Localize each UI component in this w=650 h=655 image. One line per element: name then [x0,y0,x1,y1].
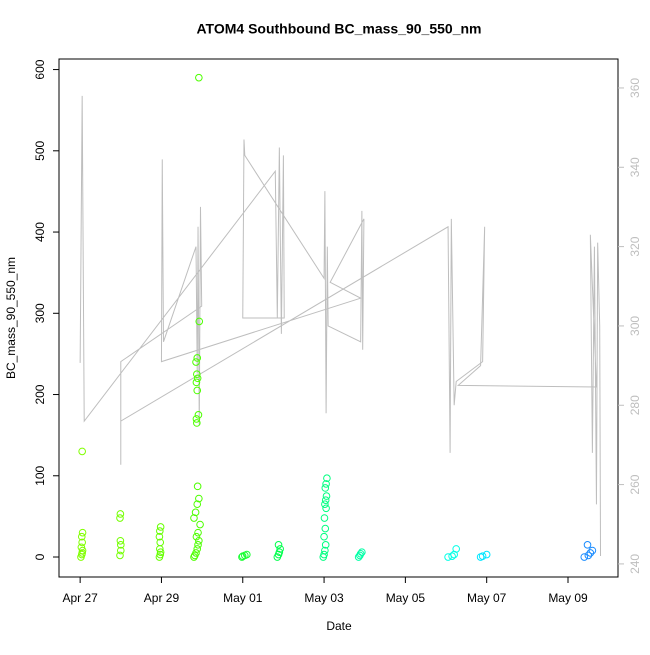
data-point [195,317,204,326]
x-tick-label: May 05 [386,591,426,605]
data-point [243,550,251,559]
data-point [156,527,164,535]
data-point [194,541,202,549]
y2-tick-label: 240 [628,554,642,574]
data-point [274,541,283,549]
data-point [580,553,589,561]
data-point [194,528,202,537]
x-tick-label: May 07 [467,591,507,605]
data-point [322,492,331,500]
data-point [321,524,330,533]
x-tick-label: May 01 [223,591,263,605]
data-point [116,551,124,560]
data-point [323,474,331,483]
data-point [116,514,124,522]
data-point [358,548,366,556]
data-point [77,532,86,541]
x-axis-label: Date [326,619,352,633]
data-point [191,508,200,517]
data-point [321,541,330,549]
data-point [193,370,201,379]
data-point [448,552,456,561]
y2-tick-label: 260 [628,474,642,494]
data-point [192,378,201,387]
data-point [322,504,330,513]
data-point [275,548,284,556]
y-tick-label: 0 [33,553,47,560]
data-point [320,550,328,559]
data-point [195,536,203,545]
x-tick-label: Apr 29 [144,591,180,605]
data-point [584,551,593,560]
data-point [320,532,328,541]
x-tick-label: Apr 27 [62,591,98,605]
data-point [193,354,202,362]
y-tick-label: 400 [33,222,47,242]
data-point [116,546,125,555]
y-axis-label: BC_mass_90_550_nm [4,257,18,379]
data-point [193,482,202,491]
data-point [78,528,87,537]
data-point [322,480,330,488]
data-point [320,514,329,522]
data-point [452,545,460,553]
data-point [78,538,86,547]
y-tick-label: 500 [33,140,47,160]
x-tick-label: May 03 [304,591,344,605]
chart-title: ATOM4 Southbound BC_mass_90_550_nm [196,21,481,37]
y-tick-label: 100 [33,465,47,485]
data-point [482,550,491,559]
data-point [276,545,284,553]
data-point [586,549,595,557]
data-point [156,523,165,531]
data-line [79,95,602,556]
data-point [196,520,204,529]
data-point [156,548,165,556]
data-point [192,549,200,557]
data-point [116,510,125,518]
data-point [78,447,86,456]
data-point [192,358,200,366]
data-point [116,536,125,545]
data-point [194,411,203,419]
y2-tick-label: 340 [628,157,642,177]
data-point [321,496,330,504]
data-point [321,500,329,509]
data-point [192,415,201,423]
data-point [321,484,330,492]
data-point [195,73,203,82]
y2-tick-label: 280 [628,395,642,415]
data-point [588,546,597,555]
data-point [78,546,87,555]
data-point [195,494,203,503]
y-tick-label: 300 [33,303,47,323]
x-tick-label: May 09 [548,591,588,605]
data-point [190,514,198,522]
data-point [321,546,329,555]
data-point [155,532,164,541]
data-point [193,374,202,383]
y-tick-label: 600 [33,59,47,79]
data-point [193,386,202,395]
data-point [478,552,487,561]
y2-tick-label: 360 [628,78,642,98]
data-point [193,545,202,553]
data-point [77,543,86,552]
data-point [193,500,202,509]
data-point [192,532,201,541]
data-point [583,541,592,549]
y2-tick-label: 300 [628,316,642,336]
data-point [156,538,165,547]
y-tick-label: 200 [33,384,47,404]
data-point [116,541,125,549]
data-point [193,419,201,427]
data-point [356,549,365,558]
y2-tick-label: 320 [628,236,642,256]
plot-frame [58,58,619,578]
